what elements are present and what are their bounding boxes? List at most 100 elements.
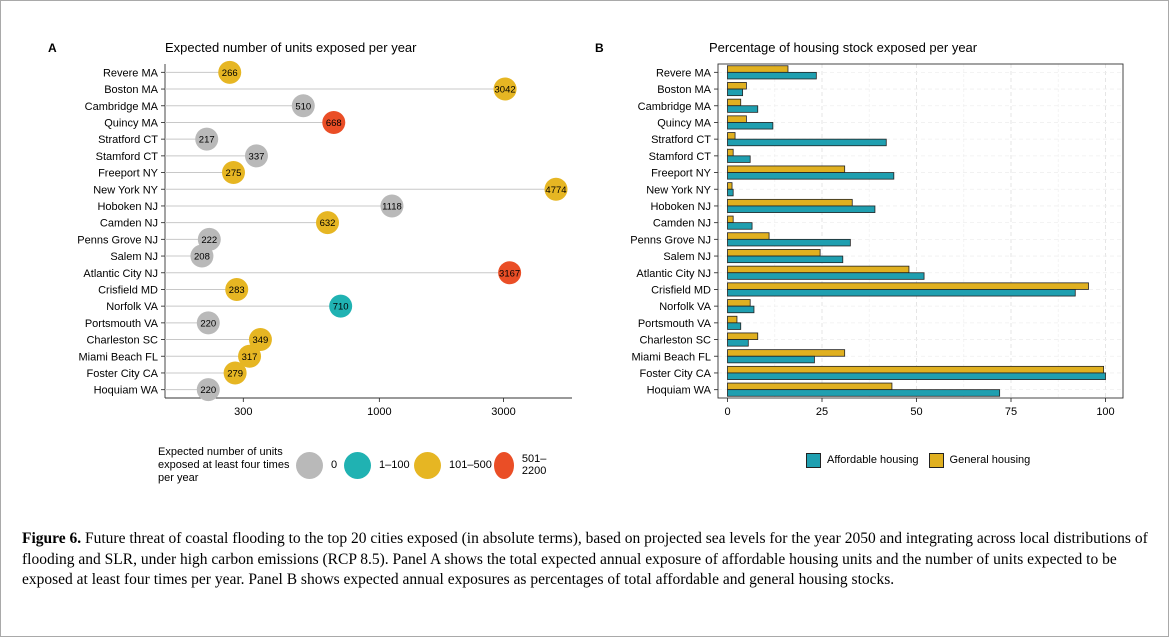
y-tick-label: Foster City CA <box>86 368 158 380</box>
data-point <box>195 127 219 151</box>
bar-affordable-housing <box>727 305 755 314</box>
x-tick-label: 75 <box>1005 406 1017 418</box>
legend-a-swatch <box>414 451 441 479</box>
legend-a-label: 0 <box>331 459 338 471</box>
legend-a-item: 0 <box>296 450 337 480</box>
y-tick-label: Stamford CT <box>649 151 712 163</box>
legend-b-item: Affordable housing <box>806 452 919 468</box>
y-tick-label: Cambridge MA <box>638 101 712 113</box>
bar-general-housing <box>727 315 738 324</box>
data-label: 220 <box>200 318 216 329</box>
data-label: 208 <box>194 252 210 263</box>
y-tick-label: New York NY <box>646 184 711 196</box>
y-tick-label: Charleston SC <box>86 335 158 347</box>
bar-general-housing <box>727 249 821 257</box>
bar-affordable-housing <box>727 88 744 97</box>
y-tick-label: Norfolk VA <box>106 301 158 313</box>
bar-general-housing <box>727 82 747 90</box>
data-point <box>225 277 249 301</box>
y-tick-label: Hoboken NJ <box>97 201 158 213</box>
data-point <box>196 378 220 402</box>
legend-b-label: General housing <box>949 454 1031 466</box>
bar-general-housing <box>727 182 733 190</box>
y-tick-label: Camden NJ <box>653 218 711 230</box>
data-point <box>238 344 262 368</box>
bar-affordable-housing <box>727 255 844 264</box>
data-label: 4774 <box>545 185 566 196</box>
data-point <box>190 244 214 268</box>
bar-general-housing <box>727 299 751 307</box>
y-tick-label: Revere MA <box>103 67 159 79</box>
data-point <box>493 77 517 101</box>
data-point <box>291 94 315 118</box>
legend-a-label: 101–500 <box>449 459 492 471</box>
data-point <box>316 211 340 235</box>
y-tick-label: Miami Beach FL <box>79 351 158 363</box>
bar-affordable-housing <box>727 122 774 130</box>
figure-caption: Figure 6. Future threat of coastal flood… <box>22 529 1152 591</box>
bar-affordable-housing <box>727 339 749 347</box>
x-tick-label: 3000 <box>491 406 515 418</box>
data-label: 1118 <box>382 201 402 212</box>
bar-affordable-housing <box>727 222 753 230</box>
bar-affordable-housing <box>727 155 751 163</box>
y-tick-label: Norfolk VA <box>659 301 711 313</box>
panel-a-title: Expected number of units exposed per yea… <box>165 40 417 55</box>
x-tick-label: 50 <box>910 406 922 418</box>
y-tick-label: Portsmouth VA <box>638 318 712 330</box>
data-label: 668 <box>326 118 342 129</box>
legend-a-swatch <box>344 451 371 479</box>
y-tick-label: Quincy MA <box>104 117 158 129</box>
panel-b-border <box>717 63 1124 399</box>
x-tick-label: 25 <box>816 406 828 418</box>
x-tick-label: 100 <box>1096 406 1114 418</box>
legend-b-label: Affordable housing <box>827 454 919 466</box>
data-label: 3167 <box>499 268 520 279</box>
y-tick-label: Salem NJ <box>663 251 711 263</box>
data-point <box>329 294 353 318</box>
bar-general-housing <box>727 265 910 274</box>
y-tick-label: Boston MA <box>104 84 158 96</box>
y-tick-label: Miami Beach FL <box>632 351 711 363</box>
y-tick-label: Stamford CT <box>96 151 159 163</box>
y-tick-label: Penns Grove NJ <box>630 234 711 246</box>
panel-b-title: Percentage of housing stock exposed per … <box>709 40 978 55</box>
bar-affordable-housing <box>727 289 1076 297</box>
legend-b-item: General housing <box>928 452 1031 468</box>
legend-a-label: 1–100 <box>379 459 410 471</box>
legend-b-swatch <box>806 452 821 468</box>
bar-general-housing <box>727 215 734 224</box>
bar-general-housing <box>727 148 734 157</box>
bar-affordable-housing <box>727 272 925 280</box>
legend-a-item: 101–500 <box>414 450 492 480</box>
panel-b-chart: B Percentage of housing stock exposed per… <box>595 40 1124 418</box>
bar-general-housing <box>727 382 893 391</box>
bar-affordable-housing <box>727 372 1106 380</box>
caption-text: Future threat of coastal flooding to the… <box>22 530 1148 588</box>
y-tick-label: Salem NJ <box>110 251 158 263</box>
data-point <box>221 161 245 185</box>
y-tick-label: Hoboken NJ <box>650 201 711 213</box>
data-label: 275 <box>226 168 242 179</box>
data-label: 217 <box>199 135 215 146</box>
bar-affordable-housing <box>727 172 895 180</box>
panel-b-plot-bg <box>718 64 1123 398</box>
y-tick-label: Foster City CA <box>639 368 711 380</box>
bar-affordable-housing <box>727 105 759 113</box>
bar-affordable-housing <box>727 188 734 197</box>
bar-general-housing <box>727 232 770 240</box>
y-tick-label: Revere MA <box>656 67 712 79</box>
panel-b-letter: B <box>595 41 604 55</box>
bar-general-housing <box>727 349 846 357</box>
bar-affordable-housing <box>727 138 887 147</box>
data-label: 349 <box>252 335 268 346</box>
data-point <box>544 177 568 201</box>
bar-affordable-housing <box>727 205 876 213</box>
y-tick-label: Portsmouth VA <box>85 318 159 330</box>
caption-label: Figure 6. <box>22 530 82 547</box>
y-tick-label: Atlantic City NJ <box>636 268 711 280</box>
bar-general-housing <box>727 282 1089 290</box>
y-tick-label: Crisfield MD <box>98 284 158 296</box>
bar-general-housing <box>727 332 759 340</box>
